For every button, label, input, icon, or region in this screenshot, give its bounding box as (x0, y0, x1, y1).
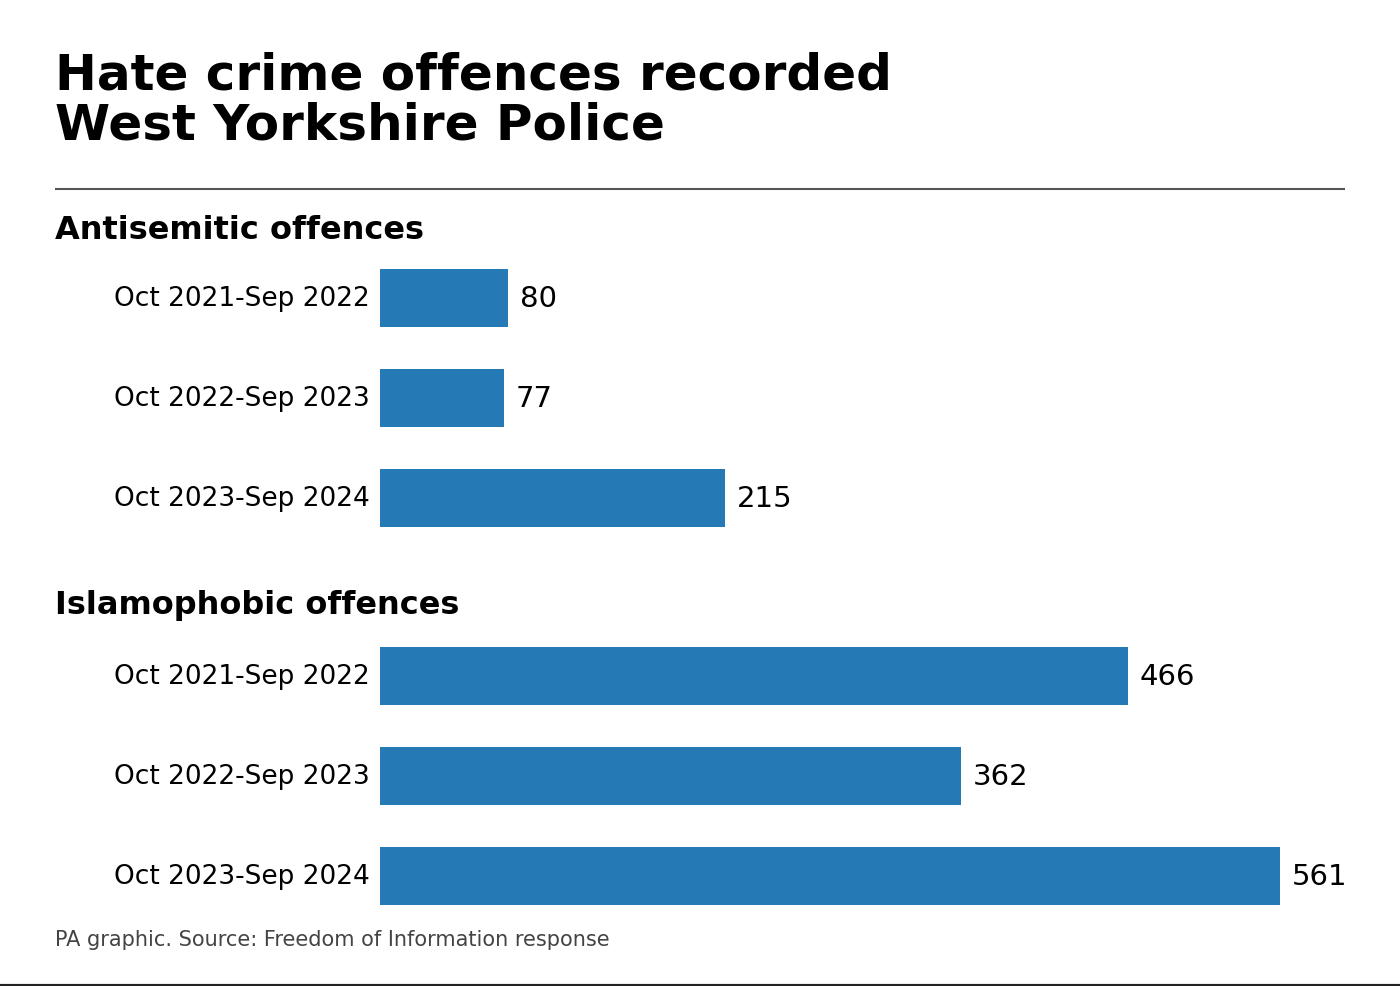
Text: 77: 77 (515, 385, 553, 412)
Text: Oct 2023-Sep 2024: Oct 2023-Sep 2024 (115, 485, 370, 512)
Text: 466: 466 (1140, 663, 1196, 690)
Text: PA graphic. Source: Freedom of Information response: PA graphic. Source: Freedom of Informati… (55, 929, 609, 950)
Text: Oct 2022-Sep 2023: Oct 2022-Sep 2023 (115, 763, 370, 789)
Text: 80: 80 (521, 285, 557, 313)
Text: Oct 2022-Sep 2023: Oct 2022-Sep 2023 (115, 386, 370, 411)
Text: Antisemitic offences: Antisemitic offences (55, 215, 424, 246)
Bar (379, 648, 1127, 705)
Text: Islamophobic offences: Islamophobic offences (55, 590, 459, 620)
Text: 561: 561 (1292, 862, 1348, 890)
Text: Oct 2021-Sep 2022: Oct 2021-Sep 2022 (115, 664, 370, 689)
Text: Oct 2021-Sep 2022: Oct 2021-Sep 2022 (115, 286, 370, 312)
Bar (379, 370, 504, 428)
Bar (379, 747, 960, 806)
Bar (379, 847, 1280, 905)
Text: Hate crime offences recorded: Hate crime offences recorded (55, 52, 892, 100)
Bar (379, 469, 725, 528)
Bar (379, 270, 508, 327)
Text: Oct 2023-Sep 2024: Oct 2023-Sep 2024 (115, 863, 370, 889)
Text: 362: 362 (973, 762, 1029, 790)
Text: 215: 215 (736, 484, 792, 513)
Text: West Yorkshire Police: West Yorkshire Police (55, 102, 665, 150)
